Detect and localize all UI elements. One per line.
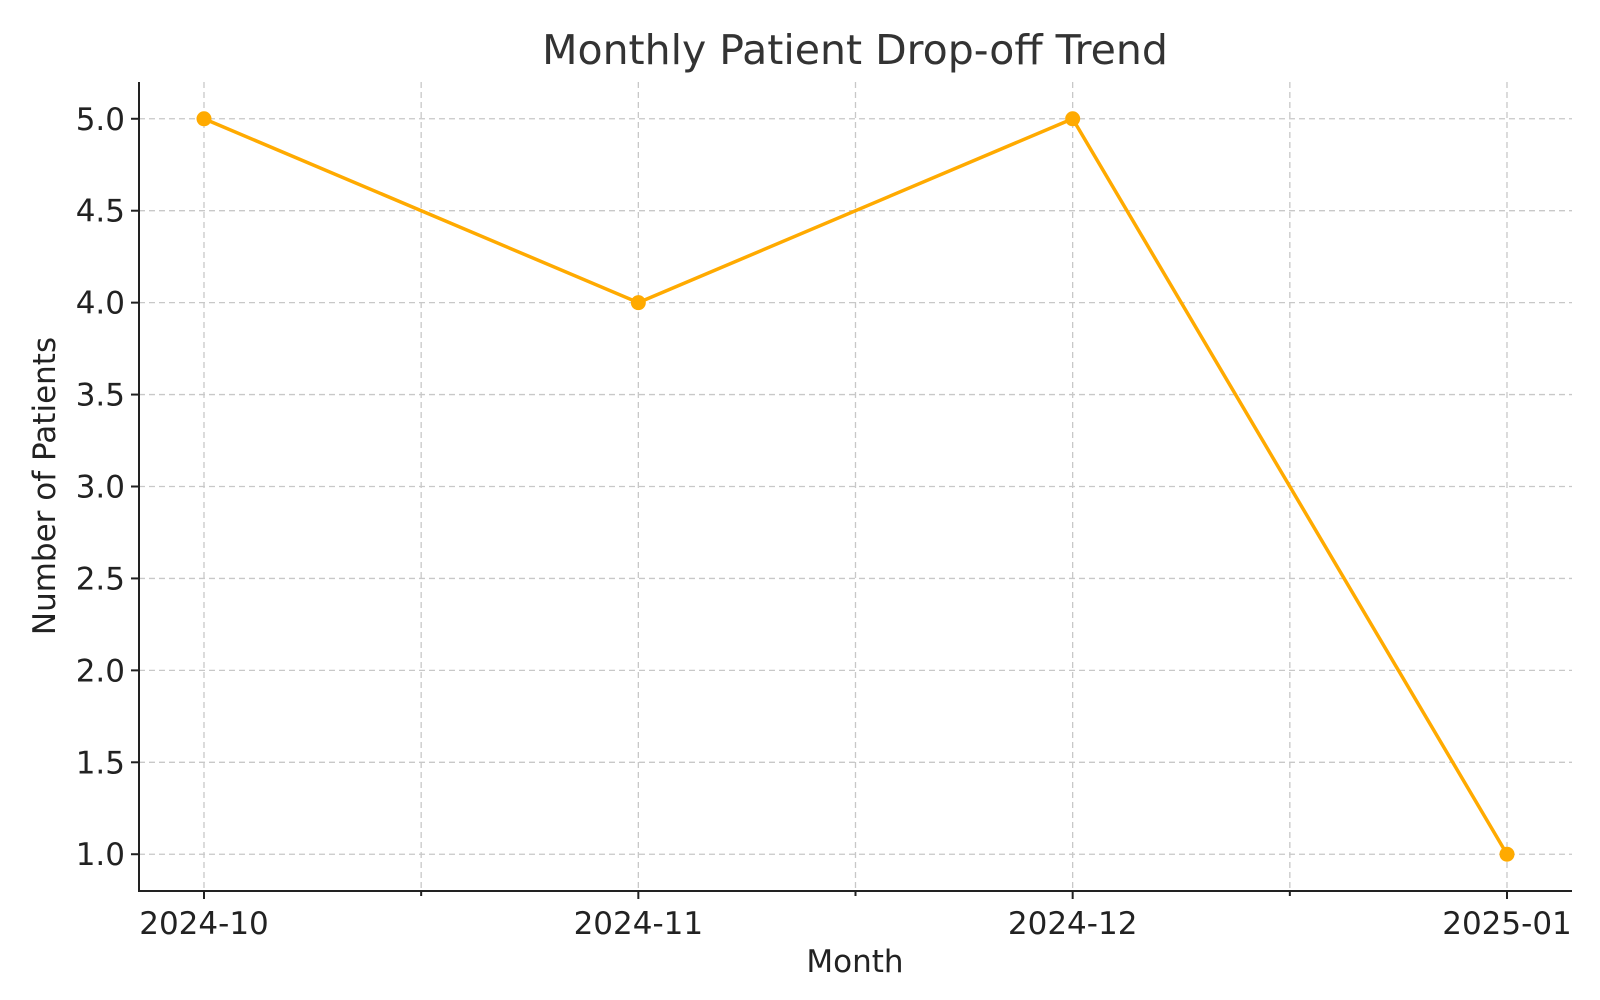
series-group bbox=[196, 111, 1515, 862]
y-tick-label: 4.5 bbox=[76, 194, 125, 230]
y-tick-label: 1.0 bbox=[76, 837, 125, 873]
data-point bbox=[630, 295, 646, 311]
x-ticks: 2024-10 2024-11 2024-12 2025-01 bbox=[139, 891, 1572, 942]
y-tick-label: 3.5 bbox=[76, 378, 125, 414]
x-axis-label: Month bbox=[806, 944, 903, 980]
y-tick-label: 5.0 bbox=[76, 102, 125, 138]
y-tick-label: 1.5 bbox=[76, 745, 125, 781]
data-point bbox=[1499, 846, 1515, 862]
y-tick-label: 3.0 bbox=[76, 470, 125, 506]
y-tick-label: 4.0 bbox=[76, 286, 125, 322]
y-tick-label: 2.0 bbox=[76, 653, 125, 689]
y-tick-label: 2.5 bbox=[76, 561, 125, 597]
x-tick-label: 2025-01 bbox=[1442, 906, 1572, 942]
series-line bbox=[202, 117, 1509, 856]
y-ticks: 1.0 1.5 2.0 2.5 3.0 3.5 4.0 4.5 5.0 bbox=[76, 102, 139, 873]
y-axis-label: Number of Patients bbox=[27, 337, 63, 635]
x-tick-label: 2024-12 bbox=[1008, 906, 1138, 942]
x-tick-label: 2024-10 bbox=[139, 906, 269, 942]
chart-title: Monthly Patient Drop-off Trend bbox=[542, 26, 1168, 74]
data-point bbox=[196, 111, 212, 127]
data-point bbox=[1065, 111, 1081, 127]
x-tick-label: 2024-11 bbox=[574, 906, 704, 942]
grid-lines bbox=[139, 82, 1572, 891]
